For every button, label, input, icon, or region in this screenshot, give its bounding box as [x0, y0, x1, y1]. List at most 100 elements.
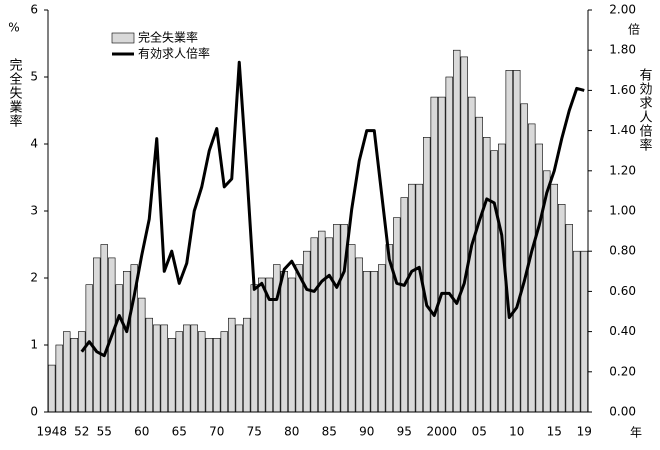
bar [138, 297, 146, 413]
bar [325, 237, 333, 413]
bar [400, 197, 408, 413]
x-tick-label: 75 [247, 425, 262, 439]
bar [475, 116, 483, 413]
bar [415, 183, 423, 413]
bar [303, 250, 311, 413]
y-tick-label: 5 [30, 70, 38, 84]
bar [333, 224, 341, 413]
bar [78, 331, 86, 413]
bar [363, 270, 371, 413]
y2-tick-label: 2.00 [609, 3, 636, 17]
bar [580, 250, 588, 413]
bar [565, 224, 573, 413]
bar [205, 337, 213, 413]
bar [348, 244, 356, 413]
bar [85, 284, 93, 413]
x-tick-label: 65 [172, 425, 187, 439]
bar [445, 76, 453, 413]
y2-axis-unit: 倍 [628, 22, 640, 37]
x-tick-label: 05 [472, 425, 487, 439]
y-tick-label: 2 [30, 271, 38, 285]
x-tick-label: 1948 [36, 425, 67, 439]
bar [558, 204, 566, 413]
x-tick-label: 15 [547, 425, 562, 439]
y-axis-unit: % [8, 21, 19, 35]
bar [145, 317, 153, 413]
x-tick-label: 85 [322, 425, 337, 439]
bar [453, 49, 461, 413]
x-tick-label: 90 [359, 425, 374, 439]
bar [100, 244, 108, 413]
bar [288, 277, 296, 413]
x-tick-label: 60 [134, 425, 149, 439]
bar [460, 56, 468, 413]
bar [520, 103, 528, 413]
bar [528, 123, 536, 413]
bar [93, 257, 101, 413]
y-tick-label: 6 [30, 3, 38, 17]
bar [438, 96, 446, 413]
legend-swatch [111, 32, 135, 44]
y2-tick-label: 1.60 [609, 83, 636, 97]
x-tick-label: 95 [397, 425, 412, 439]
y2-tick-label: 1.80 [609, 43, 636, 57]
legend-label: 有効求人倍率 [138, 46, 210, 61]
bar [550, 183, 558, 413]
y2-axis-title: 有効求人倍率 [637, 68, 653, 152]
bar [70, 337, 78, 413]
bar [408, 183, 416, 413]
bar [505, 70, 513, 413]
bar [123, 270, 131, 413]
bar [235, 324, 243, 413]
y2-tick-label: 1.40 [609, 123, 636, 137]
x-tick-label: 2000 [426, 425, 457, 439]
bar [220, 331, 228, 413]
y2-tick-label: 0.20 [609, 364, 636, 378]
x-tick-label: 10 [509, 425, 524, 439]
bar [355, 257, 363, 413]
x-tick-label: 19 [577, 425, 592, 439]
bar [498, 143, 506, 413]
y2-tick-label: 1.20 [609, 163, 636, 177]
bar [160, 324, 168, 413]
bar [168, 337, 176, 413]
x-tick-label: 70 [209, 425, 224, 439]
bar [573, 250, 581, 413]
bar [378, 264, 386, 413]
bar [393, 217, 401, 413]
bar [55, 344, 63, 413]
y-tick-label: 4 [30, 137, 38, 151]
bar [258, 277, 266, 413]
bar [228, 317, 236, 413]
bar [483, 137, 491, 413]
line [80, 60, 585, 358]
bar [183, 324, 191, 413]
x-tick-label: 55 [97, 425, 112, 439]
bar [213, 337, 221, 413]
y2-tick-label: 0.40 [609, 324, 636, 338]
bar [48, 364, 56, 413]
bar [513, 70, 521, 413]
y2-tick-label: 1.00 [609, 204, 636, 218]
bar [430, 96, 438, 413]
y2-tick-label: 0.60 [609, 284, 636, 298]
bar [190, 324, 198, 413]
bar [243, 317, 251, 413]
bar [535, 143, 543, 413]
x-axis-title: 年 [630, 426, 642, 440]
y-tick-label: 1 [30, 338, 38, 352]
bar [198, 331, 206, 413]
bar [423, 137, 431, 413]
bar [175, 331, 183, 413]
x-tick-label: 80 [284, 425, 299, 439]
legend-label: 完全失業率 [138, 30, 198, 45]
bar [115, 284, 123, 413]
bar [250, 284, 258, 413]
bar [63, 331, 71, 413]
x-tick-label: 52 [74, 425, 89, 439]
y-axis-title: 完全失業率 [7, 58, 23, 128]
bar [370, 270, 378, 413]
bar [318, 230, 326, 413]
bar [310, 237, 318, 413]
